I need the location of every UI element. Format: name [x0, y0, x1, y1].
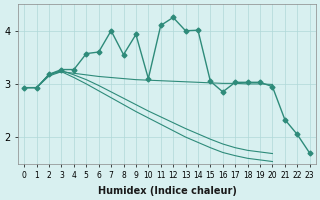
- X-axis label: Humidex (Indice chaleur): Humidex (Indice chaleur): [98, 186, 236, 196]
